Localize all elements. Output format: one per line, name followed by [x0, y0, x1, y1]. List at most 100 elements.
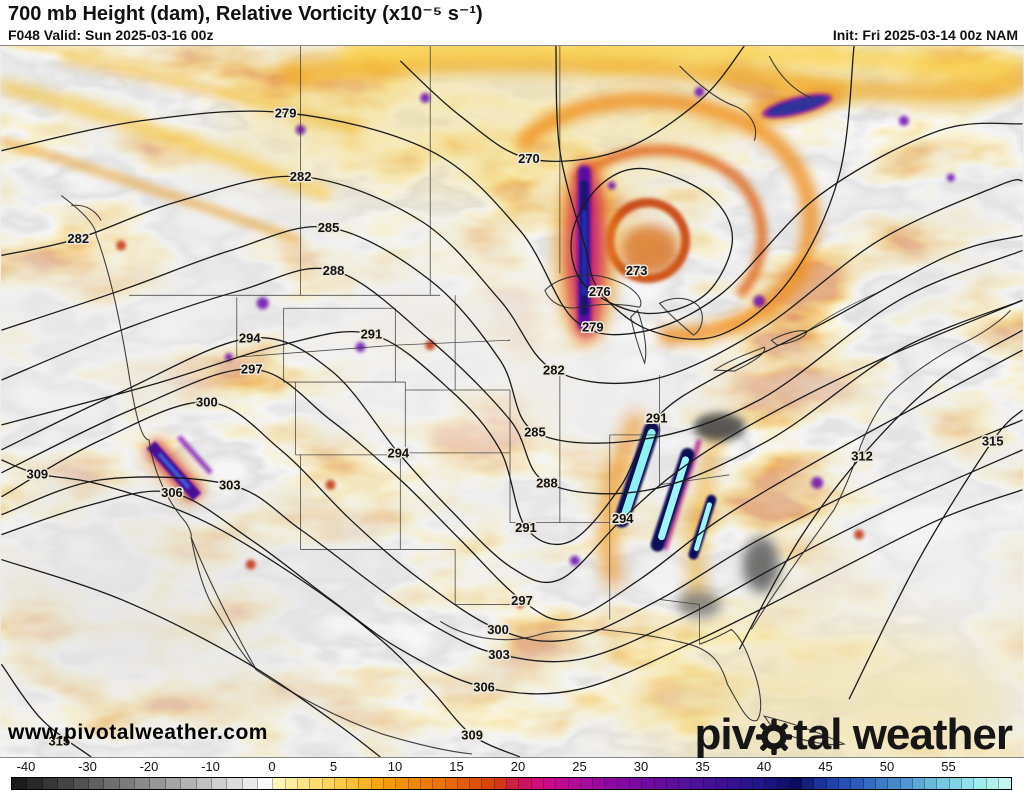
- contour-label-291: 291: [515, 520, 537, 535]
- colorbar-tick-label: 25: [572, 759, 587, 774]
- contour-label-282: 282: [543, 363, 565, 378]
- colorbar-cell: [666, 778, 680, 789]
- colorbar-tick-label: 30: [633, 759, 649, 774]
- contour-line-279: [1, 110, 1023, 336]
- contour-line-273: [570, 167, 734, 315]
- contour-label-279: 279: [275, 105, 297, 120]
- colorbar-tick-label: -30: [78, 759, 97, 774]
- logo-text-piv: piv: [694, 710, 757, 759]
- colorbar-cell: [196, 778, 212, 789]
- contour-label-279: 279: [582, 320, 604, 335]
- colorbar-cell: [863, 778, 876, 789]
- colorbar-tick-label: 5: [329, 759, 338, 774]
- colorbar-cell: [888, 778, 901, 789]
- colorbar-cell: [654, 778, 667, 789]
- contour-label-294: 294: [388, 445, 410, 460]
- colorbar-cell: [42, 778, 59, 789]
- colorbar-cell: [227, 778, 243, 789]
- contour-line-315: [0, 663, 92, 757]
- contour-line-312: [738, 329, 1023, 650]
- colorbar-cell: [962, 778, 975, 789]
- colorbar-cell: [181, 778, 197, 789]
- contour-label-291: 291: [361, 327, 383, 342]
- contour-label-309: 309: [461, 728, 483, 743]
- colorbar-cell: [912, 778, 926, 789]
- colorbar-cell: [150, 778, 166, 789]
- contour-line-303: [1, 449, 1023, 663]
- colorbar-cell: [703, 778, 717, 789]
- contour-label-297: 297: [511, 593, 533, 608]
- contour-label-303: 303: [488, 647, 510, 662]
- colorbar-cell: [507, 778, 520, 789]
- logo-text-tal-weather: tal weather: [793, 710, 1013, 759]
- contour-label-306: 306: [473, 680, 495, 695]
- colorbar-tick-label: 40: [756, 759, 772, 774]
- colorbar-cell: [396, 778, 409, 789]
- colorbar-cell: [568, 778, 581, 789]
- colorbar-tick-label: 35: [695, 759, 710, 774]
- contour-label-309: 309: [27, 466, 49, 481]
- colorbar-cell: [789, 778, 803, 789]
- map-canvas: 270 273 276 279 279 282 282 282 285 285 288 288 291 2…: [0, 46, 1024, 757]
- contour-label-294: 294: [239, 331, 261, 346]
- colorbar: [11, 777, 1013, 790]
- colorbar-cell: [839, 778, 852, 789]
- colorbar-footer: -40 -30 -20 -10 0 5 10 15 20 25 30 35 40 45 50 55: [0, 758, 1024, 791]
- colorbar-cell: [334, 778, 348, 789]
- contour-line-309: [1, 459, 521, 757]
- colorbar-cell: [937, 778, 950, 789]
- contour-label-270: 270: [518, 151, 540, 166]
- colorbar-cell: [802, 778, 815, 789]
- colorbar-cell: [135, 778, 151, 789]
- contour-label-303: 303: [219, 477, 241, 492]
- colorbar-cell: [408, 778, 421, 789]
- contour-label-315: 315: [982, 433, 1004, 448]
- colorbar-cell: [691, 778, 704, 789]
- colorbar-cell: [119, 778, 135, 789]
- contour-label-294: 294: [612, 511, 634, 526]
- contour-label-315: 315: [48, 734, 70, 749]
- colorbar-tick-label: 15: [449, 759, 464, 774]
- contour-line-297: [1, 349, 1023, 621]
- colorbar-cell: [777, 778, 790, 789]
- colorbar-cell: [949, 778, 962, 789]
- colorbar-cell: [457, 778, 471, 789]
- contour-label-288: 288: [323, 263, 345, 278]
- height-contours: [0, 46, 1024, 757]
- contour-label-285: 285: [318, 220, 340, 235]
- colorbar-cell: [716, 778, 729, 789]
- colorbar-cell: [470, 778, 483, 789]
- colorbar-cell: [12, 778, 28, 789]
- colorbar-tick-label: 45: [818, 759, 833, 774]
- contour-label-291: 291: [646, 410, 668, 425]
- colorbar-cell: [605, 778, 618, 789]
- contour-line-270: [399, 46, 745, 162]
- contour-label-285: 285: [524, 424, 546, 439]
- colorbar-cell: [445, 778, 458, 789]
- contour-label-300: 300: [196, 394, 218, 409]
- colorbar-cell: [211, 778, 228, 789]
- colorbar-cell: [986, 778, 999, 789]
- contour-line-276: [555, 46, 855, 340]
- colorbar-cell: [580, 778, 594, 789]
- colorbar-cell: [826, 778, 840, 789]
- colorbar-cell: [494, 778, 508, 789]
- colorbar-cell: [285, 778, 298, 789]
- contour-line-288: [1, 267, 1023, 495]
- colorbar-tick-label: -40: [16, 759, 36, 774]
- colorbar-cell: [322, 778, 335, 789]
- height-contour-labels: 270 273 276 279 279 282 282 282 285 285 288 288 291 2…: [25, 104, 1005, 750]
- colorbar-cell: [740, 778, 753, 789]
- init-time-label: Init: Fri 2025-03-14 00z NAM: [832, 27, 1018, 43]
- colorbar-tick-label: -20: [139, 759, 159, 774]
- colorbar-cell: [998, 778, 1012, 789]
- contour-label-282: 282: [67, 231, 89, 246]
- contour-line-291: [1, 234, 1023, 546]
- colorbar-tick-label: 55: [941, 759, 956, 774]
- colorbar-cell: [297, 778, 311, 789]
- colorbar-cell: [242, 778, 258, 789]
- colorbar-cell: [629, 778, 643, 789]
- colorbar-cell: [519, 778, 532, 789]
- colorbar-cell: [88, 778, 105, 789]
- colorbar-cell: [258, 778, 274, 789]
